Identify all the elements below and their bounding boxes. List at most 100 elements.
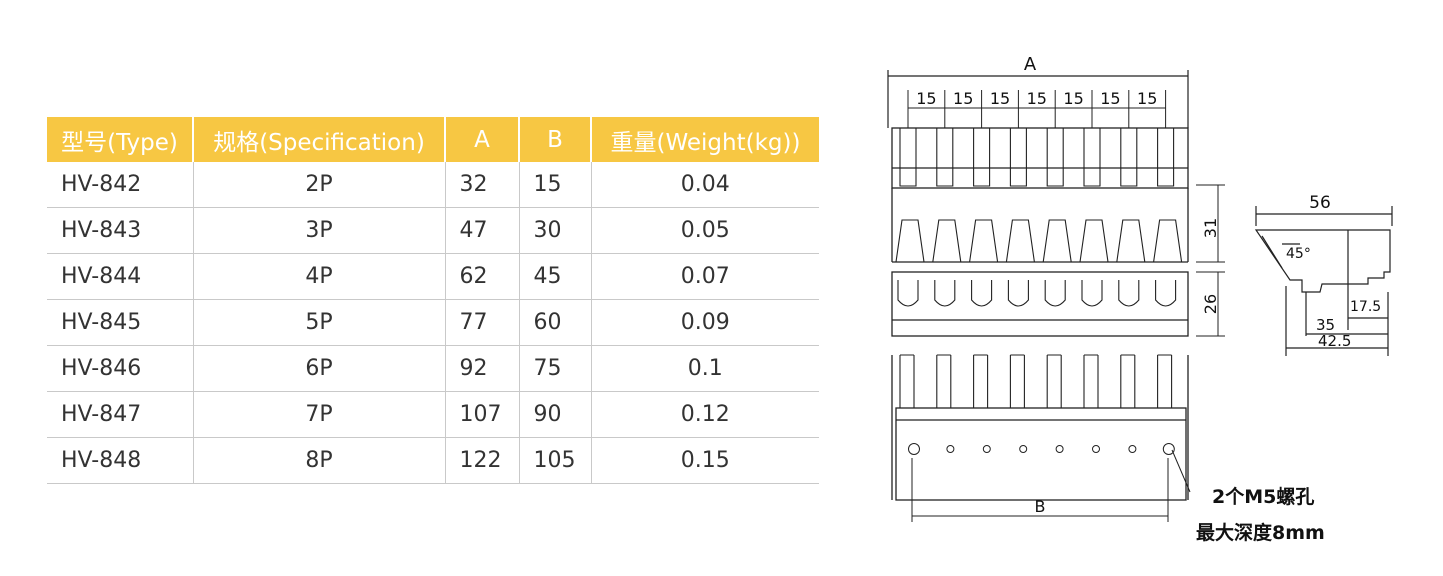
bottom-pins <box>899 354 1173 408</box>
hole <box>1128 445 1137 453</box>
bottom-pin <box>1120 354 1136 408</box>
cell-weight: 0.1 <box>591 345 819 392</box>
mid-tooth <box>1044 280 1066 307</box>
bottom-pin <box>1009 354 1025 408</box>
top-teeth <box>895 128 1183 263</box>
top-tooth <box>1009 128 1027 187</box>
pitch-label: 15 <box>1100 89 1120 108</box>
cell-weight: 0.12 <box>591 391 819 438</box>
cell-weight: 0.04 <box>591 162 819 208</box>
top-slot <box>932 219 962 263</box>
cell-weight: 0.09 <box>591 299 819 346</box>
dim-31 <box>1196 184 1225 263</box>
header-a: A <box>445 117 520 162</box>
header-spec: 规格(Specification) <box>193 117 446 162</box>
dim-b-label: B <box>1035 497 1046 516</box>
dim-31-label: 31 <box>1201 218 1220 238</box>
cell-weight: 0.05 <box>591 207 819 254</box>
pitch-label: 15 <box>1137 89 1157 108</box>
cell-spec: 6P <box>193 345 446 392</box>
header-type: 型号(Type) <box>47 117 194 162</box>
top-tooth <box>1046 128 1064 187</box>
dim-a <box>887 70 1189 128</box>
cell-a: 32 <box>445 162 520 208</box>
top-slot <box>1079 219 1109 263</box>
cell-weight: 0.07 <box>591 253 819 300</box>
pitch-label: 15 <box>953 89 973 108</box>
cell-a: 77 <box>445 299 520 346</box>
cell-a: 92 <box>445 345 520 392</box>
cell-spec: 2P <box>193 162 446 208</box>
top-tooth <box>1120 128 1138 187</box>
note-line2: 最大深度8mm <box>1196 521 1325 544</box>
top-tooth <box>973 128 991 187</box>
cell-b: 75 <box>519 345 592 392</box>
dim-a-label: A <box>1024 54 1037 75</box>
pitch-label: 15 <box>990 89 1010 108</box>
dim-42-5-label: 42.5 <box>1318 332 1351 350</box>
mid-tooth <box>897 280 919 307</box>
table-row: HV-842 2P 32 15 0.04 <box>47 162 819 208</box>
pitch-labels: 15 15 15 15 15 15 15 <box>907 89 1167 128</box>
mid-tooth <box>1118 280 1140 307</box>
cell-spec: 4P <box>193 253 446 300</box>
top-part <box>891 127 1189 263</box>
cell-b: 90 <box>519 391 592 438</box>
cell-type: HV-846 <box>47 345 194 392</box>
bottom-pin <box>1083 354 1099 408</box>
m5-hole <box>908 443 920 455</box>
top-slot <box>1116 219 1146 263</box>
cell-spec: 8P <box>193 437 446 484</box>
table-header-row: 型号(Type) 规格(Specification) A B 重量(Weight… <box>47 117 819 162</box>
cell-b: 60 <box>519 299 592 346</box>
top-tooth <box>1157 128 1175 187</box>
dim-35-label: 35 <box>1316 316 1335 334</box>
header-weight: 重量(Weight(kg)) <box>591 117 819 162</box>
cell-spec: 3P <box>193 207 446 254</box>
dim-b <box>911 449 1191 522</box>
cell-a: 47 <box>445 207 520 254</box>
header-b: B <box>519 117 592 162</box>
mid-tooth <box>1081 280 1103 307</box>
table-row: HV-846 6P 92 75 0.1 <box>47 345 819 392</box>
cell-spec: 7P <box>193 391 446 438</box>
table-row: HV-843 3P 47 30 0.05 <box>47 207 819 254</box>
mid-teeth <box>897 280 1177 307</box>
mid-part <box>891 271 1189 337</box>
mid-tooth <box>971 280 993 307</box>
m5-hole <box>1162 443 1175 455</box>
cell-type: HV-848 <box>47 437 194 484</box>
top-tooth <box>936 128 954 187</box>
table-row: HV-844 4P 62 45 0.07 <box>47 253 819 300</box>
bottom-pin <box>1046 354 1062 408</box>
cell-spec: 5P <box>193 299 446 346</box>
dim-17-5-label: 17.5 <box>1350 299 1381 315</box>
dim-26-label: 26 <box>1201 294 1220 314</box>
top-slot <box>895 219 925 263</box>
bottom-pin <box>973 354 989 408</box>
top-tooth <box>1083 128 1101 187</box>
cell-b: 30 <box>519 207 592 254</box>
hole <box>1019 445 1028 453</box>
dim-56-label: 56 <box>1309 193 1331 213</box>
table-row: HV-847 7P 107 90 0.12 <box>47 391 819 438</box>
top-tooth <box>899 128 917 187</box>
top-slot <box>1042 219 1072 263</box>
mid-tooth <box>934 280 956 307</box>
holes <box>908 443 1175 455</box>
cell-type: HV-842 <box>47 162 194 208</box>
bottom-pin <box>899 354 915 408</box>
side-view <box>1254 206 1393 356</box>
cell-type: HV-847 <box>47 391 194 438</box>
angle-label: 45° <box>1286 246 1311 262</box>
table-row: HV-845 5P 77 60 0.09 <box>47 299 819 346</box>
top-slot <box>1153 219 1183 263</box>
spec-table: 型号(Type) 规格(Specification) A B 重量(Weight… <box>47 117 819 484</box>
cell-a: 122 <box>445 437 520 484</box>
pitch-label: 15 <box>1063 89 1083 108</box>
hole <box>1092 445 1100 453</box>
hole <box>982 445 991 453</box>
top-slot <box>1005 219 1035 263</box>
bottom-part <box>891 355 1189 501</box>
